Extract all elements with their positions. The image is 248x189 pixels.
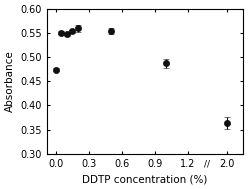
X-axis label: DDTP concentration (%): DDTP concentration (%) bbox=[82, 174, 208, 184]
Y-axis label: Absorbance: Absorbance bbox=[5, 50, 15, 112]
Text: //: // bbox=[204, 160, 210, 169]
